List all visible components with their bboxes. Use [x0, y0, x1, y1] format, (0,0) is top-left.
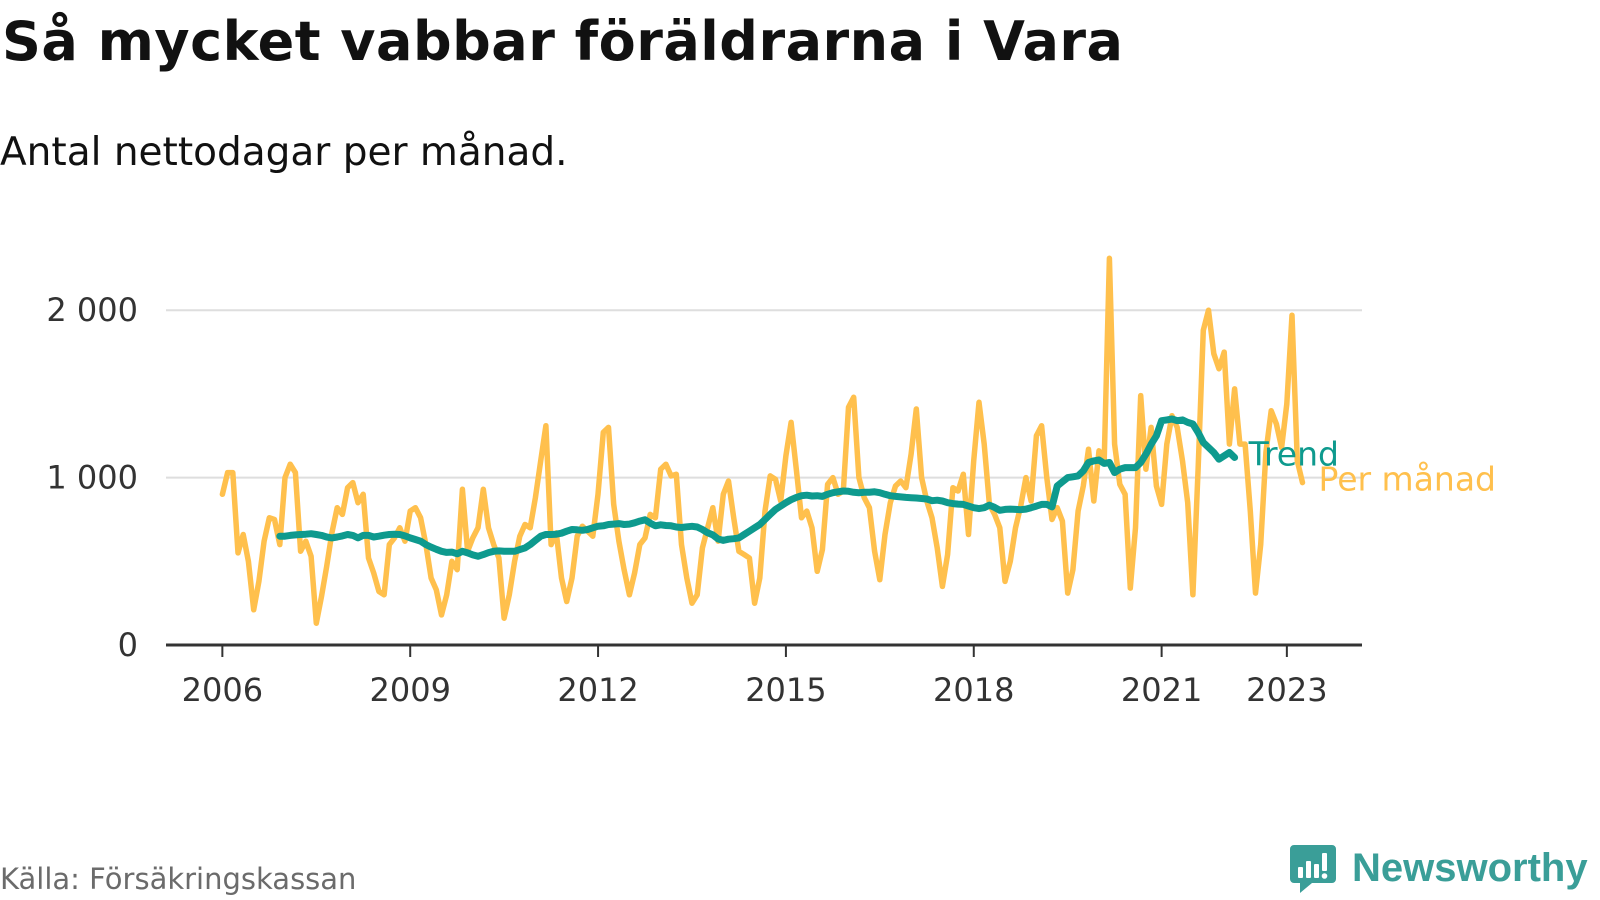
x-tick-label: 2009	[369, 671, 450, 709]
x-tick-label: 2021	[1121, 671, 1202, 709]
series-lines	[219, 255, 1306, 626]
monthly-line	[219, 255, 1306, 626]
y-tick-label: 2 000	[46, 291, 138, 329]
y-tick-label: 1 000	[46, 459, 138, 497]
trend-line	[276, 415, 1239, 560]
x-tick-label: 2015	[745, 671, 826, 709]
x-tick-label: 2023	[1246, 671, 1327, 709]
x-tick-label: 2018	[933, 671, 1014, 709]
y-tick-label: 0	[118, 626, 138, 664]
monthly-series-label: Per månad	[1318, 460, 1496, 499]
x-tick-label: 2006	[182, 671, 263, 709]
newsworthy-logo-icon	[1290, 845, 1336, 893]
brand-name: Newsworthy	[1352, 845, 1588, 890]
chart-title: Så mycket vabbar föräldrarna i Vara	[2, 10, 1124, 73]
x-tick-label: 2012	[557, 671, 638, 709]
source-note: Källa: Försäkringskassan	[0, 862, 357, 896]
brand-logo[interactable]: Newsworthy	[1290, 840, 1588, 896]
axes: 0 1 000 2 000 2006 2009 2012 2015 2018 2021 2023	[46, 291, 1362, 709]
chart-subtitle: Antal nettodagar per månad.	[0, 130, 568, 175]
trend-series-label: Trend	[1248, 435, 1339, 474]
